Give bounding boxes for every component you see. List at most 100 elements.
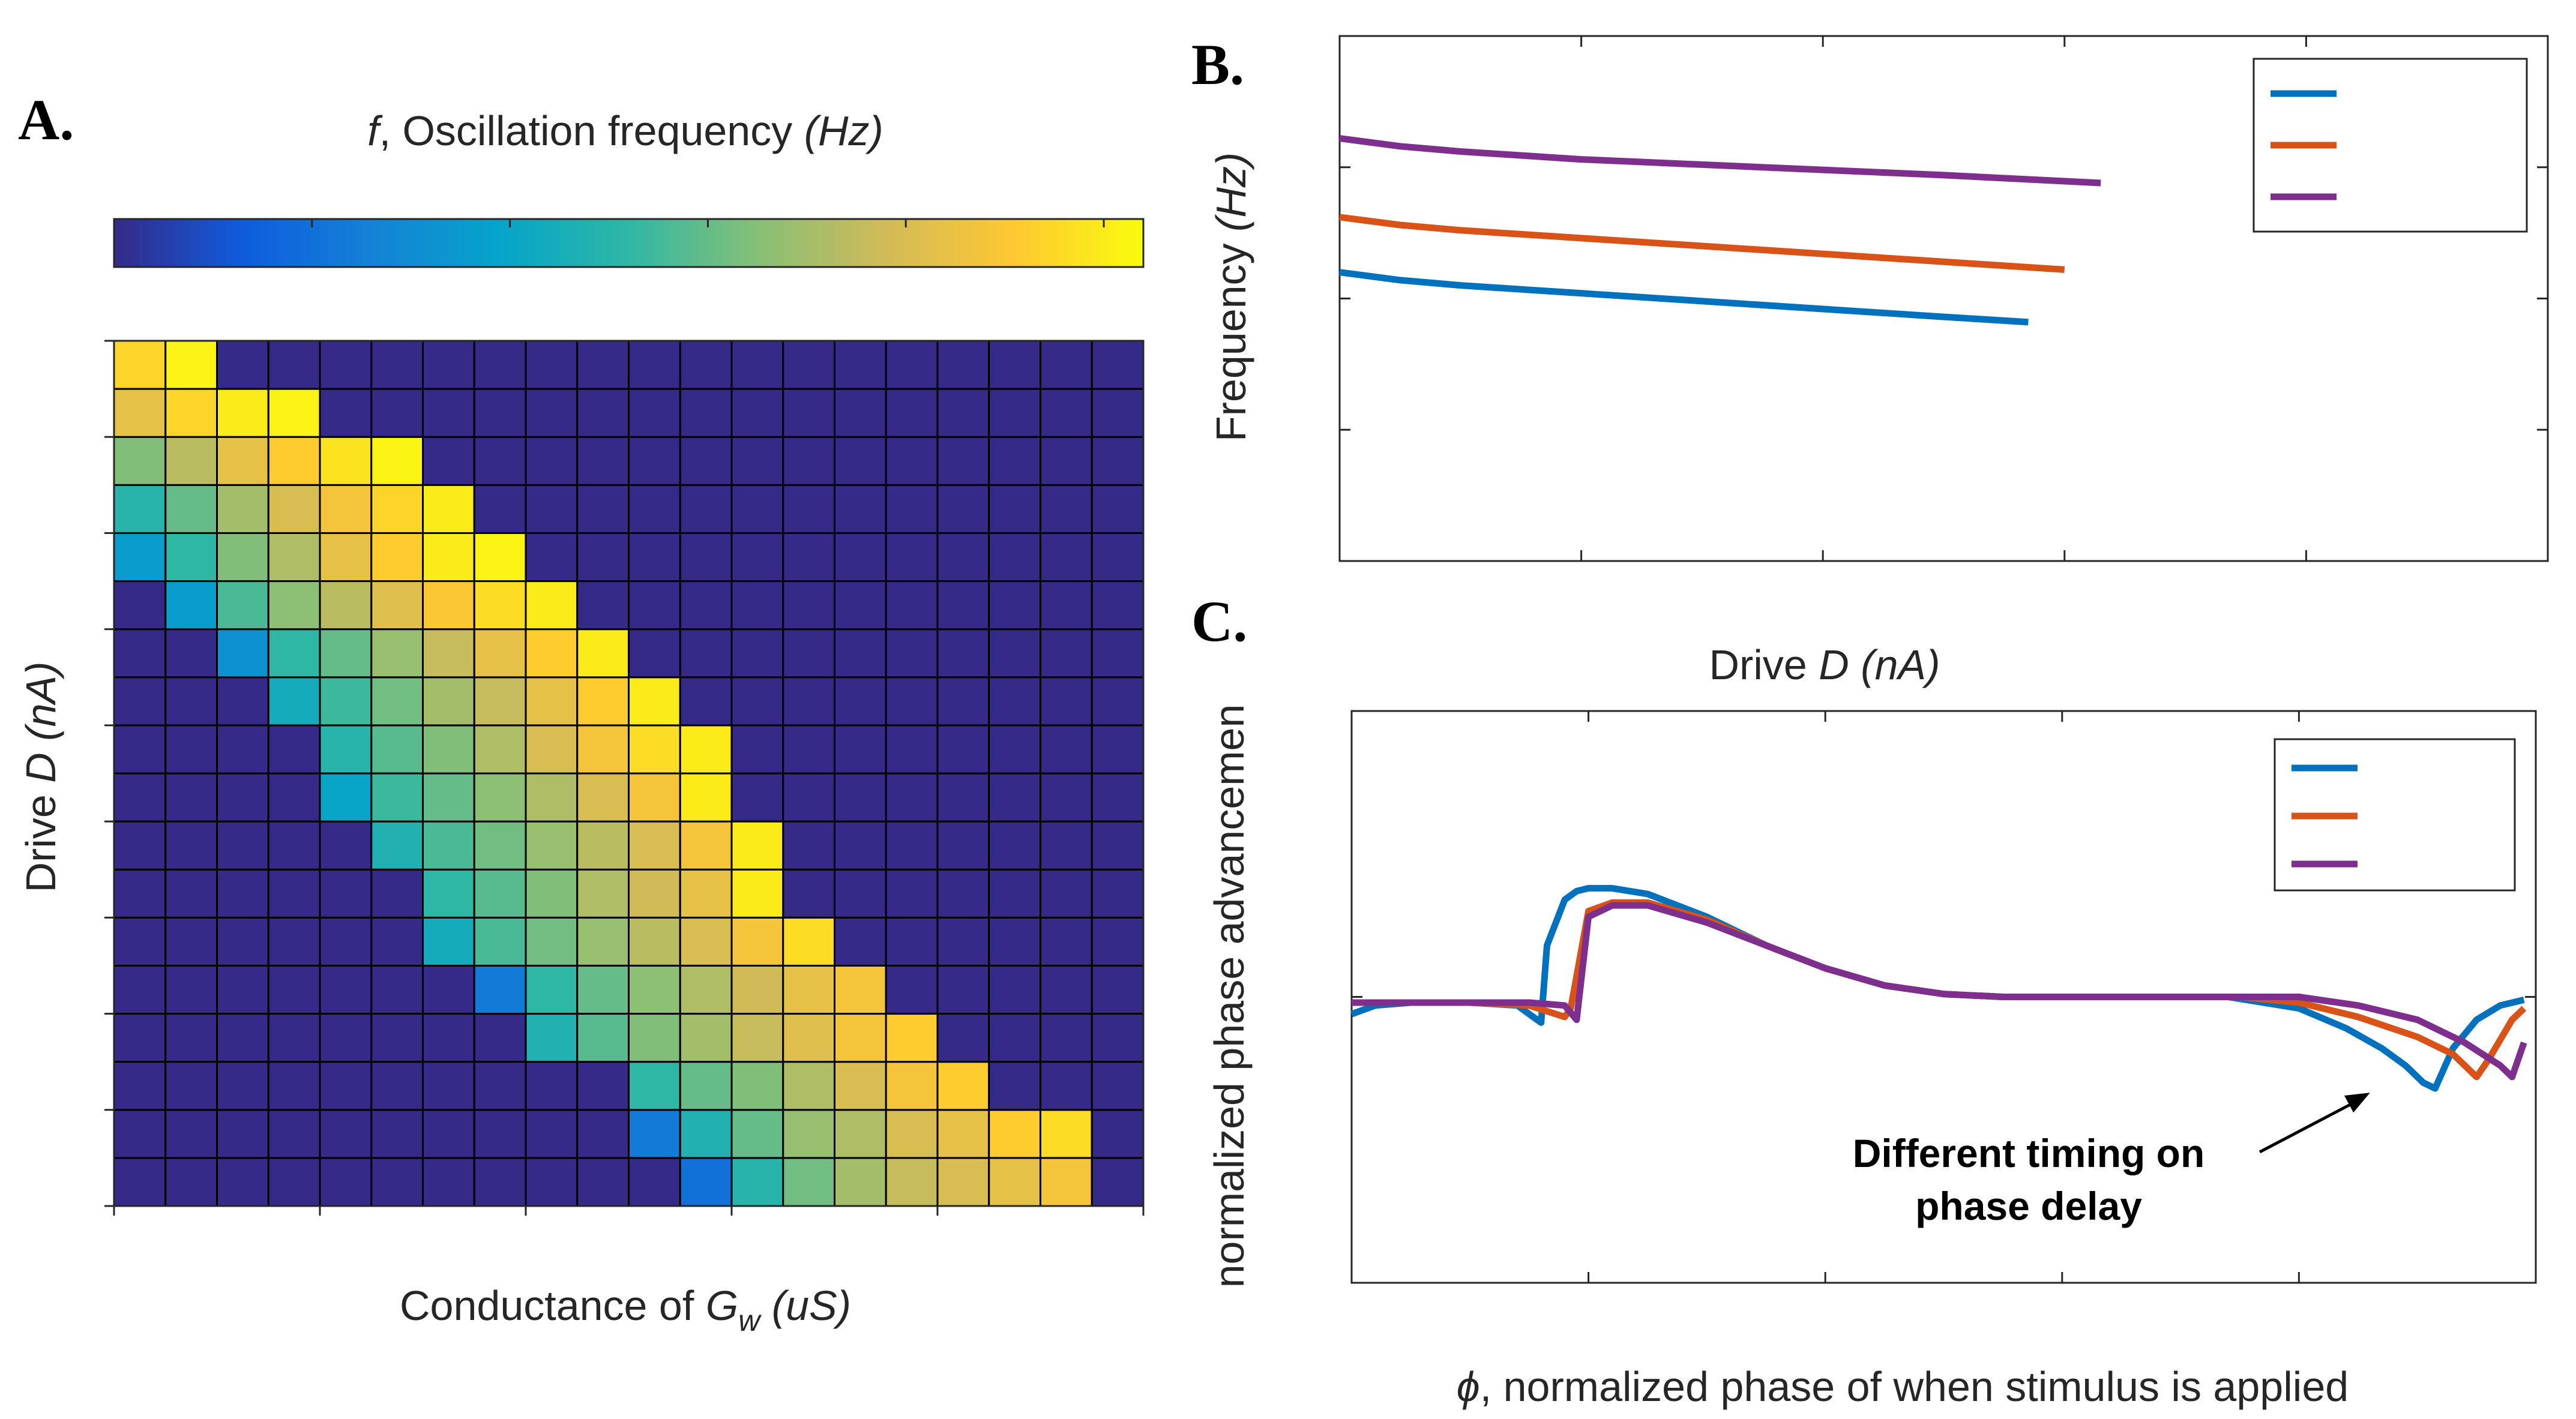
heatmap-cell: [1091, 1109, 1145, 1159]
heatmap-cell: [267, 532, 321, 583]
heatmap-cell: [628, 676, 681, 727]
heatmap-cell: [679, 484, 733, 534]
colorbar-segment: [1074, 219, 1084, 267]
heatmap-cell: [473, 676, 527, 727]
heatmap-cell: [679, 676, 733, 727]
heatmap-cell: [370, 532, 424, 583]
heatmap-cell: [1091, 916, 1145, 967]
heatmap-cell: [370, 340, 424, 390]
heatmap-cell: [730, 1157, 784, 1207]
heatmap-cell: [164, 1061, 218, 1111]
colorbar-segment: [1032, 219, 1041, 267]
heatmap-cell: [1040, 628, 1093, 679]
colorbar-segment: [989, 219, 998, 267]
heatmap-cell: [885, 628, 939, 679]
colorbar-segment: [122, 219, 132, 267]
heatmap-cell: [1091, 724, 1145, 775]
colorbar-segment: [174, 219, 184, 267]
heatmap-cell: [936, 772, 990, 823]
heatmap-cell: [1040, 388, 1093, 438]
heatmap-cell: [1040, 1109, 1093, 1159]
colorbar-segment: [431, 219, 441, 267]
colorbar-segment: [774, 219, 784, 267]
colorbar-segment: [157, 219, 166, 267]
colorbar-segment: [671, 219, 681, 267]
heatmap-cell: [679, 436, 733, 486]
heatmap-cell: [525, 1157, 579, 1207]
heatmap-cell: [679, 340, 733, 390]
heatmap-cell: [936, 964, 990, 1015]
colorbar-segment: [603, 219, 612, 267]
heatmap-cell: [834, 916, 887, 967]
colorbar-segment: [165, 219, 175, 267]
heatmap-cell: [885, 1013, 939, 1063]
heatmap-frame: [113, 340, 1145, 1207]
heatmap-cell: [628, 724, 681, 775]
colorbar-segment: [740, 219, 750, 267]
heatmap-cell: [936, 1061, 990, 1111]
heatmap-cell: [216, 388, 269, 438]
heatmap-cell: [1040, 916, 1093, 967]
heatmap-cell: [576, 916, 630, 967]
annotation-line-1: Different timing on: [1853, 1131, 2205, 1175]
panel-b: B. Drive D (nA) Frequency (Hz): [1191, 32, 2549, 688]
heatmap-cell: [834, 340, 887, 390]
heatmap-cell: [679, 628, 733, 679]
heatmap-cell: [936, 1013, 990, 1063]
heatmap-cell: [164, 724, 218, 775]
heatmap-cell: [164, 1157, 218, 1207]
panel-b-label: B.: [1191, 32, 1244, 97]
heatmap-cell: [267, 1157, 321, 1207]
heatmap-cell: [370, 436, 424, 486]
heatmap-cell: [1040, 580, 1093, 631]
heatmap-cell: [370, 916, 424, 967]
heatmap-cell: [1040, 340, 1093, 390]
heatmap-cell: [164, 820, 218, 871]
heatmap-cell: [1040, 436, 1093, 486]
colorbar-segment: [251, 219, 260, 267]
heatmap-cell: [576, 340, 630, 390]
heatmap-cell: [988, 676, 1041, 727]
heatmap-cell: [370, 964, 424, 1015]
heatmap-cell: [730, 772, 784, 823]
heatmap-cell: [422, 868, 475, 919]
heatmap-cell: [988, 1061, 1041, 1111]
b-ylabel-unit: (Hz): [1208, 152, 1254, 232]
colorbar-segment: [328, 219, 338, 267]
heatmap-xlabel-post: (uS): [760, 1282, 851, 1329]
heatmap-cell: [473, 1157, 527, 1207]
heatmap-cell: [834, 868, 887, 919]
heatmap-cell: [834, 1013, 887, 1063]
heatmap-cell: [319, 388, 373, 438]
heatmap-cell: [1091, 484, 1145, 534]
heatmap-cell: [525, 1061, 579, 1111]
colorbar-segment: [217, 219, 226, 267]
heatmap-cell: [319, 964, 373, 1015]
heatmap-cell: [988, 1013, 1041, 1063]
heatmap-xlabel-pre: Conductance of: [400, 1282, 706, 1329]
colorbar-segment: [868, 219, 878, 267]
colorbar-segment: [1100, 219, 1110, 267]
heatmap-cell: [730, 532, 784, 583]
colorbar-segment: [354, 219, 364, 267]
heatmap-cell: [113, 532, 167, 583]
colorbar-segment: [920, 219, 930, 267]
heatmap-cell: [988, 868, 1041, 919]
colorbar-segment: [937, 219, 947, 267]
heatmap-cell: [730, 820, 784, 871]
heatmap-cell: [370, 820, 424, 871]
heatmap-cell: [422, 820, 475, 871]
heatmap-cell: [1091, 1157, 1145, 1207]
colorbar-segment: [826, 219, 835, 267]
heatmap-cell: [1040, 964, 1093, 1015]
heatmap-cell: [422, 1013, 475, 1063]
heatmap-cell: [730, 868, 784, 919]
b-xlabel-var: D: [1819, 641, 1849, 688]
colorbar-segment: [783, 219, 792, 267]
colorbar-segment: [723, 219, 732, 267]
heatmap-cell: [885, 1061, 939, 1111]
colorbar-segment: [792, 219, 801, 267]
heatmap-cell: [473, 820, 527, 871]
colorbar-segment: [1049, 219, 1058, 267]
colorbar-segment: [114, 219, 124, 267]
